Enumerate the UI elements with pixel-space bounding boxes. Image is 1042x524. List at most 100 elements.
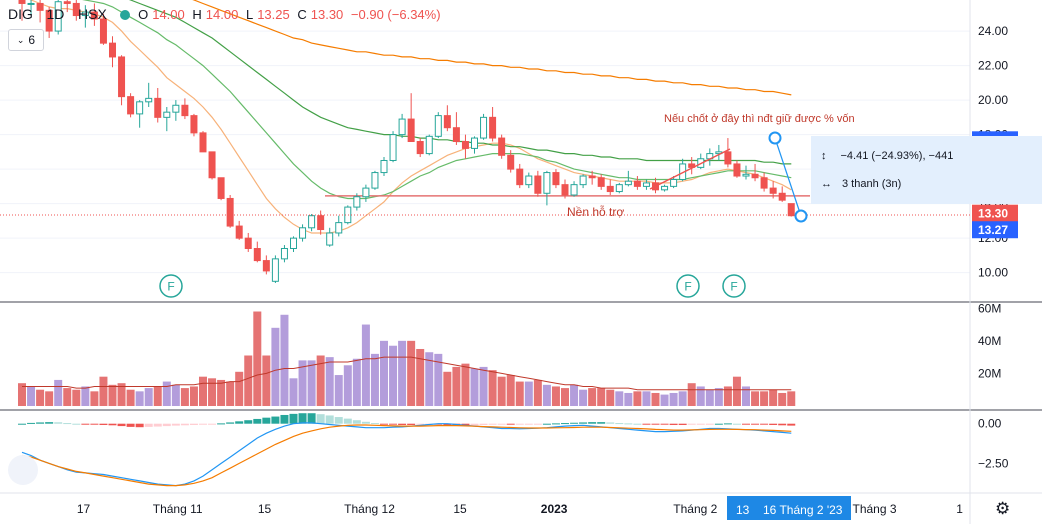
candle-body (217, 177, 225, 199)
macd-bar (54, 422, 63, 424)
symbol-name[interactable]: DIG (8, 6, 33, 22)
candle-body (733, 163, 741, 177)
macd-axis[interactable]: 0.00 −2.50 (978, 417, 1009, 471)
volume-bar (108, 384, 117, 406)
close-value: 13.30 (310, 7, 344, 22)
candle-body (317, 215, 325, 231)
volume-bar (199, 376, 207, 406)
measure-bars: 3 thanh (3n) (842, 178, 902, 190)
change-value: −0.90 (−6.34%) (350, 7, 441, 22)
macd-bar (751, 423, 760, 425)
price-badge (972, 221, 1018, 239)
macd-bar (561, 423, 569, 425)
close-label: C (297, 7, 307, 22)
volume-bar (416, 348, 425, 406)
chevron-down-icon: ⌄ (16, 34, 25, 45)
gear-icon[interactable]: ⚙ (995, 499, 1011, 518)
macd-bar (732, 423, 741, 425)
measure-handle-end[interactable] (794, 209, 808, 223)
candle-body (552, 172, 560, 186)
price-badge-label: 13.30 (978, 207, 1008, 221)
earnings-marker[interactable]: F (722, 274, 746, 298)
macd-bar (271, 416, 280, 424)
macd-bar (705, 423, 714, 425)
trend-line[interactable] (649, 148, 731, 190)
volume-tick-label: 40M (978, 334, 1001, 348)
volume-bar (687, 383, 696, 406)
earnings-marker[interactable]: F (159, 274, 183, 298)
candle-body (380, 159, 388, 174)
price-badge (972, 204, 1018, 222)
candle-body (244, 237, 252, 250)
volume-bar (633, 391, 642, 406)
candle-body (516, 168, 524, 186)
macd-bar (361, 421, 370, 424)
volume-bar (289, 378, 298, 406)
macd-bar (524, 423, 533, 425)
candle-body (172, 104, 180, 113)
indicators-toggle[interactable]: ⌄ 6 (8, 29, 44, 51)
macd-bar (153, 423, 162, 427)
volume-bar (669, 392, 678, 406)
volume-bar (262, 355, 271, 406)
macd-bar (624, 423, 633, 425)
macd-bar (497, 423, 506, 425)
note-label[interactable]: Nếu chốt ở đây thì nđt giữ được % vốn (664, 113, 855, 125)
macd-bar (253, 418, 262, 424)
candle-body (570, 184, 578, 196)
candle-body (407, 118, 415, 143)
volume-bar (18, 383, 26, 406)
candle-body (99, 18, 107, 44)
volume-bar (307, 360, 316, 406)
measure-handle-start[interactable] (768, 131, 782, 145)
time-tick-label: Tháng 2 (673, 502, 717, 516)
candle-body (18, 0, 26, 4)
macd-bar (488, 423, 497, 425)
volume-axis[interactable]: 60M 40M 20M (978, 301, 1001, 380)
earnings-marker[interactable]: F (676, 274, 700, 298)
volume-bar (81, 386, 90, 406)
macd-bar (461, 423, 470, 426)
volume-bar (778, 392, 787, 406)
macd-bar (570, 422, 579, 424)
candle-body (181, 104, 189, 117)
candle-body (760, 177, 768, 189)
macd-bar (72, 423, 81, 425)
time-axis[interactable]: 17 Tháng 11 15 Tháng 12 15 2023 Tháng 2 Tháng 3… (77, 502, 963, 516)
measure-price-change: −4.41 (−24.93%), −441 (840, 150, 954, 162)
macd-bar (597, 422, 606, 424)
macd-bar (27, 422, 36, 424)
interval[interactable]: 1D (46, 6, 65, 22)
macd-histogram (18, 413, 796, 428)
symbol-legend[interactable]: DIG 1D HSX O 14.00 H 14.00 L 13.25 C 13.30 −… (8, 6, 445, 22)
macd-bar (144, 423, 153, 427)
candle-body (27, 2, 35, 5)
candle-body (443, 115, 451, 129)
macd-bar (470, 423, 479, 426)
volume-bar (533, 379, 542, 406)
volume-bar (389, 345, 398, 406)
macd-bar (542, 423, 551, 425)
measure-line[interactable] (774, 137, 802, 217)
volume-bar (642, 391, 651, 406)
tradingview-logo[interactable] (8, 455, 38, 485)
macd-bar (325, 415, 334, 424)
exchange[interactable]: HSX (78, 6, 107, 22)
price-range-icon: ↕ (821, 150, 827, 162)
ma-line-2 (82, 0, 792, 200)
macd-bar (45, 422, 54, 424)
macd-bar (389, 423, 398, 425)
macd-bar (787, 423, 796, 426)
macd-bar (407, 423, 416, 425)
candle-body (344, 206, 352, 224)
macd-bar (533, 423, 542, 425)
volume-bar (63, 388, 72, 406)
volume-ma-line (22, 356, 792, 391)
candle-body (127, 96, 135, 115)
candle-body (335, 222, 343, 234)
volume-bar (235, 371, 244, 406)
crosshair-time-label: 13 (736, 503, 750, 517)
volume-bar (334, 375, 343, 406)
support-label[interactable]: Nền hỗ trợ (567, 204, 624, 219)
